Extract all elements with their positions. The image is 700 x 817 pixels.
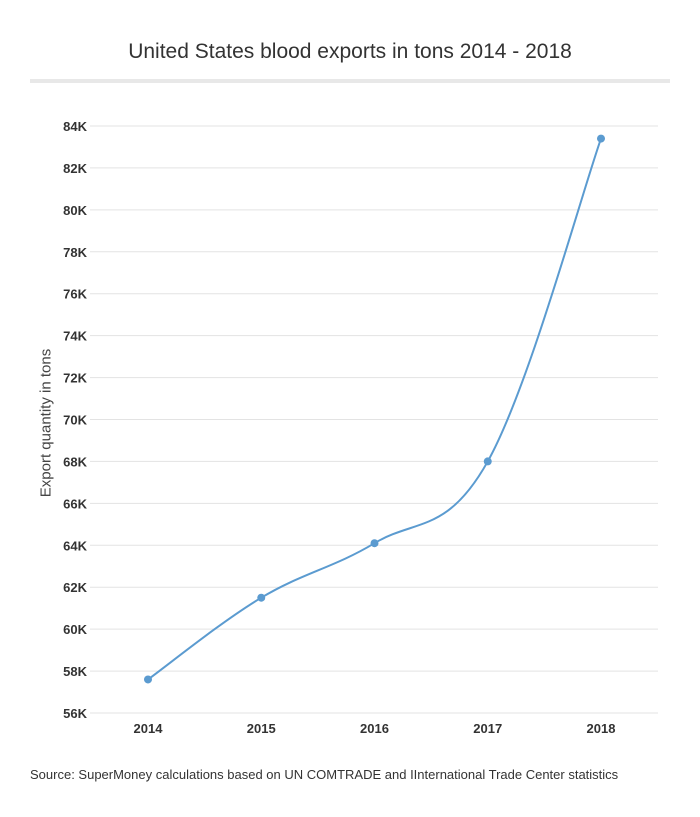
y-tick-label: 60K <box>63 622 87 637</box>
x-tick-label: 2016 <box>360 721 389 736</box>
x-tick-label: 2018 <box>587 721 616 736</box>
data-point <box>257 593 266 602</box>
data-point <box>144 675 152 684</box>
y-tick-label: 56K <box>63 706 87 721</box>
data-points <box>144 134 605 684</box>
y-tick-label: 64K <box>63 538 87 553</box>
title-divider <box>30 79 670 83</box>
y-tick-label: 68K <box>63 454 87 469</box>
x-tick-labels: 2014 2015 2016 2017 2018 <box>134 721 616 736</box>
chart-title: United States blood exports in tons 2014… <box>128 40 572 63</box>
y-tick-label: 74K <box>63 329 87 344</box>
y-tick-label: 66K <box>63 496 87 511</box>
y-tick-label: 76K <box>63 287 87 302</box>
y-tick-label: 78K <box>63 245 87 260</box>
data-point <box>597 134 605 143</box>
data-point <box>370 539 379 548</box>
x-tick-label: 2017 <box>473 721 502 736</box>
x-tick-label: 2014 <box>134 721 164 736</box>
y-tick-label: 70K <box>63 413 87 428</box>
y-tick-label: 84K <box>63 119 87 134</box>
x-tick-label: 2015 <box>247 721 276 736</box>
y-tick-label: 58K <box>63 664 87 679</box>
y-tick-label: 80K <box>63 203 87 218</box>
gridlines <box>90 125 658 714</box>
y-tick-labels: 56K 58K 60K 62K 64K 66K 68K 70K 72K 74K 76K 78K 80K 8… <box>63 119 87 721</box>
y-tick-label: 62K <box>63 580 87 595</box>
y-tick-label: 82K <box>63 161 87 176</box>
series-line <box>147 138 602 681</box>
y-tick-label: 72K <box>63 371 87 386</box>
source-note: Source: SuperMoney calculations based on… <box>30 767 619 782</box>
data-point <box>483 457 492 466</box>
